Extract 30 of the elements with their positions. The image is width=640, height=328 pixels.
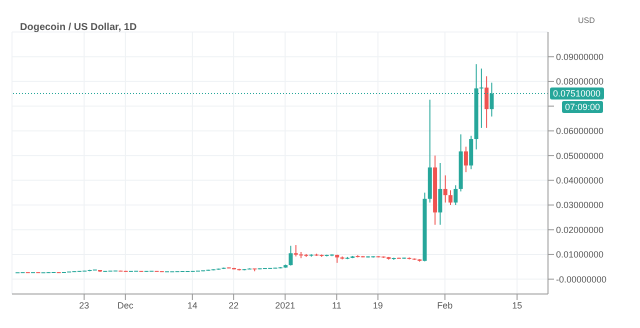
candlestick [443, 174, 448, 204]
candlestick [448, 190, 452, 206]
candlestick [288, 245, 293, 266]
y-tick-label: 0.06000000 [556, 126, 604, 136]
y-tick-label: 0.05000000 [556, 150, 604, 161]
x-tick-label: 22 [228, 300, 239, 310]
ref-line-label: 0.07510000 [553, 88, 601, 99]
x-tick-label: 23 [79, 300, 90, 310]
y-tick-label: 0.01000000 [556, 250, 604, 260]
x-tick-label: 11 [332, 300, 342, 310]
x-tick-label: 2021 [275, 300, 296, 310]
x-tick-label: 15 [512, 300, 522, 310]
x-tick-label: 19 [372, 300, 383, 310]
candlestick [294, 244, 298, 257]
chart-title: Dogecoin / US Dollar, 1D [20, 22, 137, 33]
text: 07:09:00 [562, 100, 604, 113]
candlestick [464, 146, 468, 173]
y-tick-label: 0.08000000 [556, 76, 604, 87]
text: USD [578, 16, 595, 25]
y-tick-label: 0.02000000 [556, 224, 604, 235]
y-tick-label: 0.03000000 [556, 200, 604, 210]
x-tick-label: Feb [437, 300, 453, 310]
candlestick [484, 76, 489, 128]
y-tick-label: -0.00000000 [556, 274, 607, 284]
candlestick [438, 162, 442, 226]
y-tick-label: 0.04000000 [556, 175, 604, 186]
x-tick-label: 14 [187, 300, 198, 310]
y-tick-label: 0.09000000 [556, 52, 604, 62]
x-tick-label: Dec [117, 300, 134, 310]
candlestick [454, 184, 458, 206]
